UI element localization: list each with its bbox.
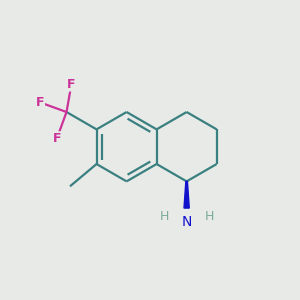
Text: H: H	[159, 210, 169, 224]
Text: F: F	[67, 77, 76, 91]
Text: N: N	[182, 215, 192, 229]
Text: F: F	[52, 132, 61, 145]
Text: H: H	[205, 210, 214, 224]
Polygon shape	[184, 182, 189, 208]
Text: F: F	[35, 96, 44, 109]
